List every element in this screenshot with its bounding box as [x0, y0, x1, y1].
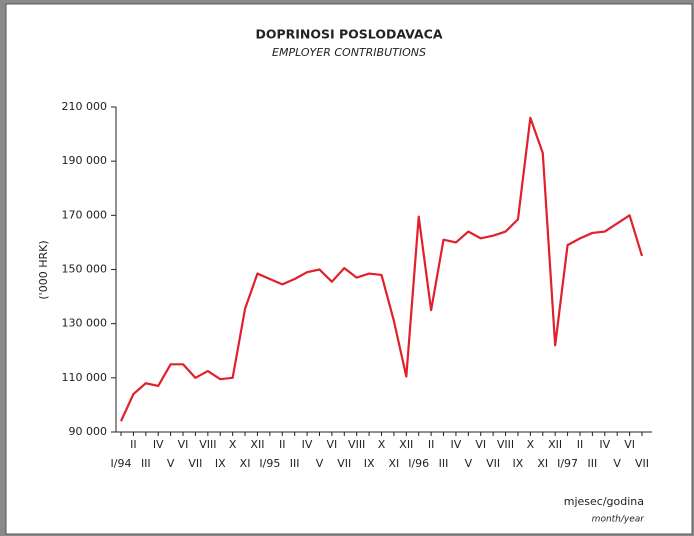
y-tick-label: 170 000	[62, 208, 108, 221]
x-tick-label: XI	[537, 457, 548, 470]
x-tick-label: III	[290, 457, 300, 470]
x-tick-label: III	[588, 457, 598, 470]
x-tick-label: VII	[188, 457, 202, 470]
x-tick-label: VI	[326, 438, 337, 451]
x-tick-label: IV	[599, 438, 610, 451]
x-tick-label: IX	[364, 457, 375, 470]
x-tick-label: II	[279, 438, 286, 451]
x-tick-label: X	[527, 438, 535, 451]
x-tick-label: XI	[389, 457, 400, 470]
x-axis-label: mjesec/godina	[564, 495, 644, 508]
y-tick-label: 110 000	[62, 371, 108, 384]
x-tick-label: IV	[153, 438, 164, 451]
x-axis-label-en: month/year	[592, 515, 646, 525]
x-tick-label: VII	[486, 457, 500, 470]
y-tick-label: 150 000	[62, 263, 108, 276]
frame	[5, 3, 693, 535]
x-tick-label: I/94	[111, 457, 132, 470]
y-tick-label: 130 000	[62, 317, 108, 330]
x-tick-label: V	[316, 457, 324, 470]
x-tick-label: IX	[215, 457, 226, 470]
x-tick-label: XII	[250, 438, 264, 451]
x-tick-label: IV	[451, 438, 462, 451]
line-series	[119, 116, 644, 422]
x-tick-label: V	[167, 457, 175, 470]
chart-title: DOPRINOSI POSLODAVACA	[255, 27, 442, 42]
x-tick-label: V	[465, 457, 473, 470]
y-axis-label: ('000 HRK)	[37, 240, 50, 299]
x-tick-label: V	[613, 457, 621, 470]
x-tick-label: IX	[513, 457, 524, 470]
x-tick-label: III	[141, 457, 151, 470]
x-tick-label: I/96	[408, 457, 429, 470]
x-tick-label: VI	[178, 438, 189, 451]
x-tick-label: I/97	[557, 457, 578, 470]
y-tick-label: 190 000	[62, 154, 108, 167]
x-tick-label: XII	[399, 438, 413, 451]
x-tick-label: IV	[302, 438, 313, 451]
x-tick-label: XI	[240, 457, 251, 470]
x-tick-label: VII	[337, 457, 351, 470]
x-tick-label: VI	[624, 438, 635, 451]
x-tick-label: I/95	[259, 457, 280, 470]
x-tick-label: XII	[548, 438, 562, 451]
x-tick-label: X	[378, 438, 386, 451]
x-tick-label: VI	[475, 438, 486, 451]
chart-subtitle: EMPLOYER CONTRIBUTIONS	[272, 46, 426, 59]
x-tick-label: VIII	[348, 438, 365, 451]
y-tick-label: 90 000	[69, 425, 108, 438]
x-tick-label: II	[428, 438, 435, 451]
x-tick-label: VII	[635, 457, 649, 470]
x-tick-label: VIII	[199, 438, 216, 451]
x-tick-label: II	[577, 438, 584, 451]
y-tick-label: 210 000	[62, 100, 108, 113]
x-tick-label: VIII	[497, 438, 514, 451]
x-tick-label: X	[229, 438, 237, 451]
x-tick-label: III	[439, 457, 449, 470]
x-tick-label: II	[130, 438, 137, 451]
